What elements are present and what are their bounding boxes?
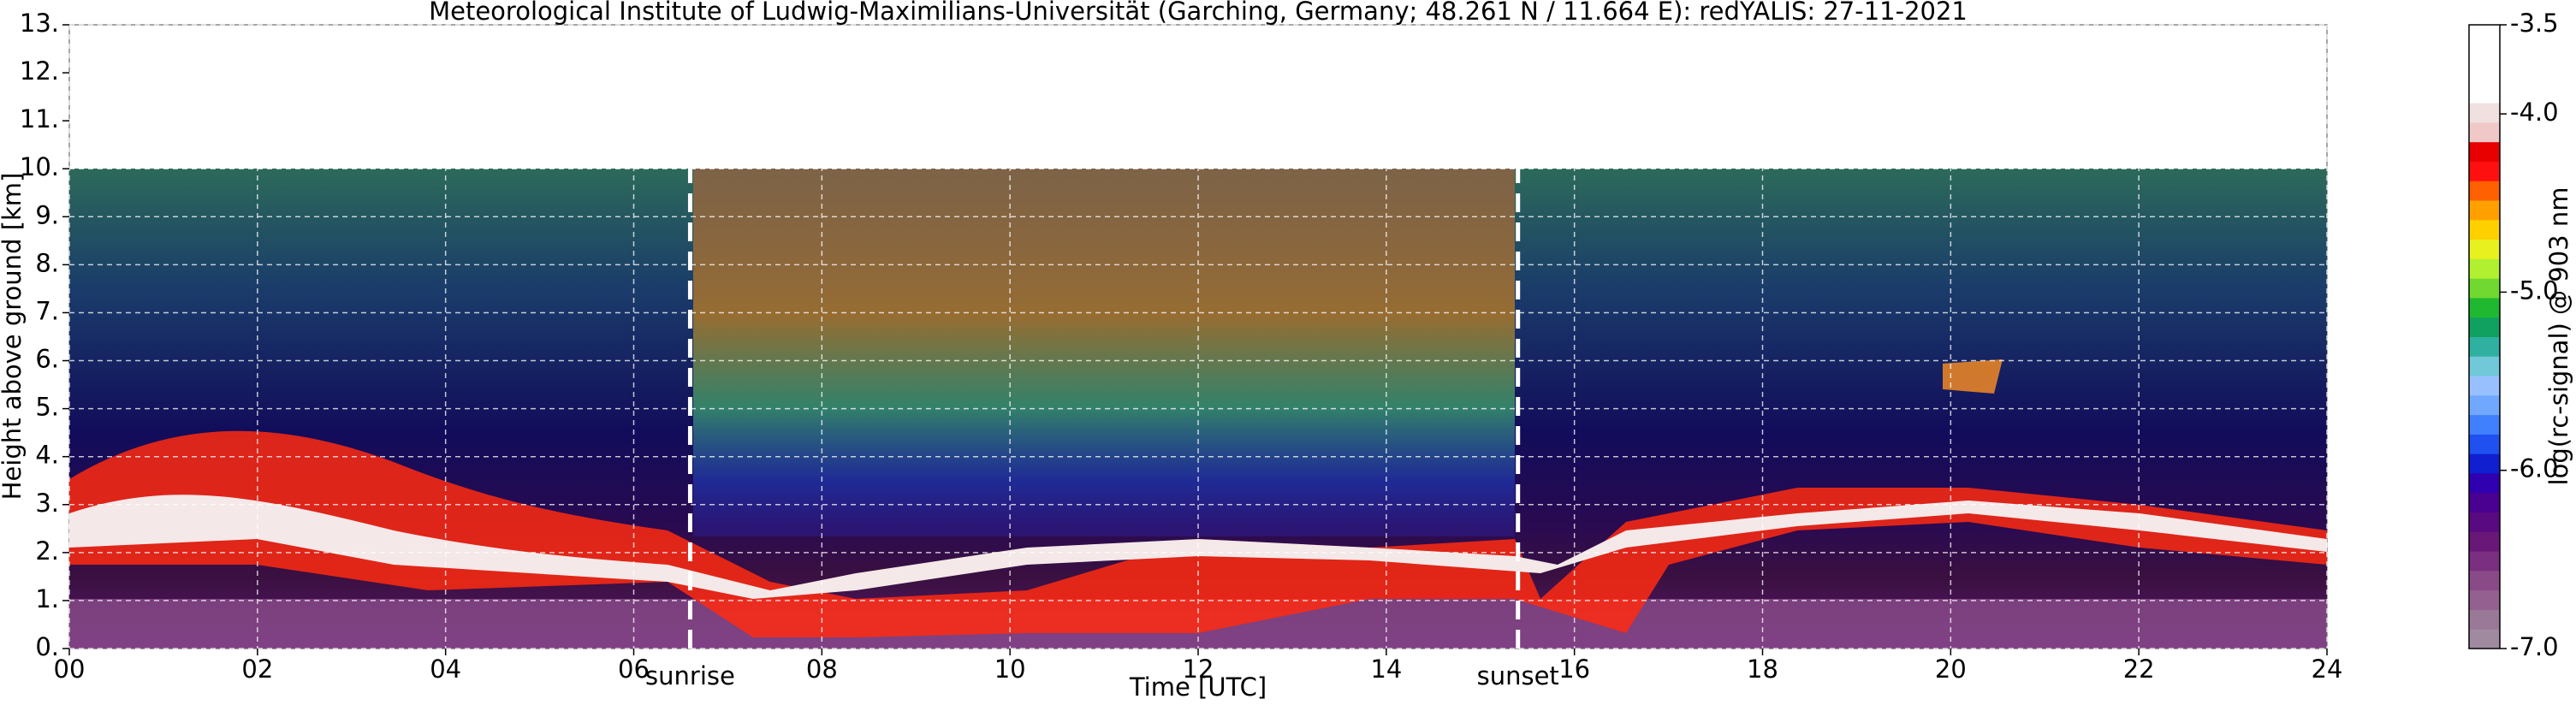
colorbar-segment bbox=[2469, 258, 2500, 279]
x-tick-label: 14 bbox=[1370, 655, 1402, 684]
cloud-layer bbox=[69, 430, 2327, 637]
colorbar-segment bbox=[2469, 589, 2500, 610]
colorbar-segment bbox=[2469, 219, 2500, 240]
colorbar-segment bbox=[2469, 551, 2500, 572]
colorbar-segment bbox=[2469, 356, 2500, 376]
x-tick-label: 16 bbox=[1558, 655, 1590, 684]
colorbar-tick-label: -5.0 bbox=[2510, 275, 2559, 305]
colorbar-tick-label: -6.0 bbox=[2510, 454, 2559, 483]
x-tick-label: 24 bbox=[2312, 655, 2343, 684]
colorbar-segment bbox=[2469, 629, 2500, 649]
colorbar-segment bbox=[2469, 278, 2500, 299]
y-tick-label: 9. bbox=[35, 200, 59, 229]
colorbar-segment bbox=[2469, 239, 2500, 259]
colorbar-segment bbox=[2469, 414, 2500, 435]
y-tick-label: 8. bbox=[35, 248, 59, 277]
y-tick-label: 7. bbox=[35, 296, 59, 325]
colorbar-segment bbox=[2469, 394, 2500, 416]
colorbar-segment bbox=[2469, 161, 2500, 181]
y-tick-label: 11. bbox=[20, 104, 59, 133]
colorbar-segment bbox=[2469, 453, 2500, 474]
colorbar-segment bbox=[2469, 297, 2500, 318]
chart-title: Meteorological Institute of Ludwig-Maxim… bbox=[429, 0, 1968, 26]
daytime-noise bbox=[693, 169, 1515, 536]
colorbar-segment bbox=[2469, 25, 2500, 45]
x-axis-label: Time [UTC] bbox=[1129, 672, 1267, 702]
colorbar-segment bbox=[2469, 336, 2500, 357]
colorbar-segment bbox=[2469, 141, 2500, 162]
colorbar-segment bbox=[2469, 44, 2500, 65]
x-tick-label: 00 bbox=[54, 655, 86, 684]
y-tick-label: 1. bbox=[35, 584, 59, 613]
y-tick-label: 0. bbox=[35, 632, 59, 661]
y-tick-label: 5. bbox=[35, 393, 59, 422]
y-tick-label: 6. bbox=[35, 345, 59, 374]
annotation-label: sunrise bbox=[645, 661, 735, 690]
colorbar-segment bbox=[2469, 103, 2500, 123]
colorbar-segment bbox=[2469, 200, 2500, 221]
colorbar-segment bbox=[2469, 376, 2500, 396]
colorbar-segment bbox=[2469, 121, 2500, 143]
x-tick-label: 12 bbox=[1183, 655, 1214, 684]
colorbar-tick-label: -7.0 bbox=[2510, 632, 2559, 661]
colorbar-segment bbox=[2469, 472, 2500, 494]
x-tick-label: 08 bbox=[806, 655, 838, 684]
colorbar-label: log(rc-signal) @ 903 nm bbox=[2544, 187, 2573, 486]
y-axis-label: Height above ground [km] bbox=[0, 173, 27, 501]
colorbar-segment bbox=[2469, 492, 2500, 513]
colorbar-tick-label: -3.5 bbox=[2510, 9, 2559, 38]
x-tick-label: 20 bbox=[1935, 655, 1967, 684]
colorbar-segment bbox=[2469, 181, 2500, 201]
colorbar-segment bbox=[2469, 83, 2500, 104]
colorbar-segment bbox=[2469, 317, 2500, 337]
y-tick-label: 4. bbox=[35, 441, 59, 470]
x-tick-label: 18 bbox=[1747, 655, 1778, 684]
colorbar-segment bbox=[2469, 570, 2500, 591]
y-tick-label: 12. bbox=[20, 56, 59, 86]
x-tick-label: 10 bbox=[994, 655, 1026, 684]
colorbar-tick-label: -4.0 bbox=[2510, 98, 2559, 127]
annotation-label: sunset bbox=[1477, 661, 1559, 690]
x-tick-label: 22 bbox=[2123, 655, 2155, 684]
y-tick-label: 13. bbox=[20, 9, 59, 38]
colorbar-segment bbox=[2469, 434, 2500, 454]
colorbar-segment bbox=[2469, 609, 2500, 630]
colorbar-segment bbox=[2469, 512, 2500, 532]
y-tick-label: 2. bbox=[35, 536, 59, 566]
colorbar-frame bbox=[2468, 24, 2501, 649]
signal-field bbox=[69, 169, 2327, 649]
y-tick-label: 10. bbox=[20, 152, 59, 181]
cloud-patch bbox=[1943, 359, 2003, 394]
y-tick-label: 3. bbox=[35, 489, 59, 518]
colorbar-segment bbox=[2469, 531, 2500, 552]
colorbar-segment bbox=[2469, 63, 2500, 84]
x-tick-label: 06 bbox=[618, 655, 650, 684]
x-tick-label: 02 bbox=[241, 655, 273, 684]
x-tick-label: 04 bbox=[430, 655, 461, 684]
